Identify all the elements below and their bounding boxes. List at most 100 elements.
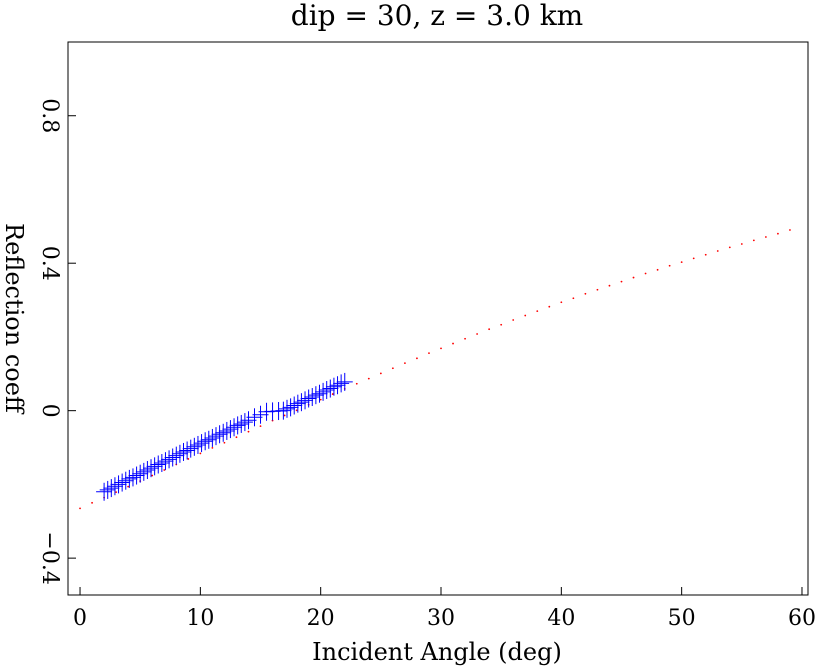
data-point-plus — [110, 475, 127, 494]
x-tick-label: 20 — [307, 606, 335, 631]
data-point-dot — [596, 288, 599, 291]
data-point-plus — [182, 439, 199, 458]
data-point-plus — [150, 455, 167, 474]
data-point-plus — [135, 462, 152, 481]
data-point-dot — [656, 268, 659, 271]
data-point-dot — [464, 337, 466, 340]
data-point-plus — [106, 477, 123, 496]
data-point-plus — [218, 421, 235, 440]
data-point-dot — [440, 347, 442, 350]
data-point-dot — [283, 414, 286, 417]
data-point-plus — [200, 430, 217, 449]
data-point-plus — [124, 468, 141, 487]
data-point-dot — [247, 430, 250, 433]
data-point-dot — [620, 280, 623, 283]
data-point-dot — [331, 393, 334, 395]
y-tick-label: −0.4 — [37, 531, 62, 584]
x-tick-label: 40 — [547, 606, 575, 631]
data-point-plus — [175, 442, 192, 461]
data-point-plus — [132, 464, 149, 483]
data-point-dot — [752, 239, 755, 242]
data-point-dot — [488, 328, 491, 331]
data-point-plus — [304, 388, 321, 407]
data-point-plus — [153, 454, 170, 473]
data-point-dot — [391, 367, 394, 370]
data-point-plus — [161, 450, 178, 469]
data-point-plus — [114, 473, 131, 492]
data-point-dot — [777, 232, 779, 235]
data-point-dot — [404, 362, 406, 365]
data-point-dot — [319, 398, 322, 401]
data-point-dot — [548, 305, 551, 308]
data-point-dot — [716, 250, 719, 252]
data-point-plus — [143, 459, 160, 478]
data-point-plus — [226, 418, 243, 437]
data-point-dot — [259, 425, 262, 428]
x-axis-label: Incident Angle (deg) — [312, 638, 562, 666]
chart-title: dip = 30, z = 3.0 km — [291, 0, 583, 32]
data-point-dot — [789, 229, 791, 231]
x-tick-label: 60 — [788, 606, 816, 631]
data-point-plus — [236, 413, 253, 432]
series-red-dots — [79, 229, 791, 510]
data-point-dot — [187, 458, 190, 460]
data-point-dot — [500, 323, 503, 326]
data-point-dot — [740, 243, 743, 245]
data-point-plus — [329, 376, 346, 395]
data-point-plus — [311, 384, 328, 403]
y-tick-label: 0 — [37, 404, 62, 418]
data-point-dot — [79, 507, 81, 510]
data-point-dot — [115, 491, 118, 494]
data-point-plus — [286, 396, 303, 415]
data-point-plus — [215, 423, 232, 442]
data-point-dot — [692, 257, 695, 260]
data-point-dot — [476, 333, 479, 335]
data-point-plus — [325, 377, 342, 396]
y-tick-label: 0.4 — [37, 246, 62, 281]
data-point-plus — [157, 452, 174, 471]
data-point-plus — [322, 379, 339, 398]
data-point-plus — [189, 435, 206, 454]
data-point-dot — [223, 441, 226, 444]
x-tick-label: 0 — [73, 606, 87, 631]
data-point-plus — [293, 393, 310, 412]
data-point-dot — [235, 436, 238, 439]
data-point-dot — [199, 452, 202, 455]
data-point-plus — [171, 444, 188, 463]
data-point-plus — [117, 471, 134, 490]
data-point-dot — [428, 352, 430, 355]
data-point-plus — [233, 414, 250, 433]
data-point-dot — [163, 469, 166, 471]
data-point-dot — [416, 357, 418, 360]
data-point-plus — [252, 405, 269, 424]
data-point-plus — [197, 432, 214, 451]
data-point-plus — [168, 446, 185, 465]
data-point-plus — [300, 389, 317, 408]
data-point-dot — [704, 253, 707, 256]
data-point-plus — [246, 408, 263, 427]
data-point-plus — [96, 482, 113, 501]
x-tick-label: 10 — [186, 606, 214, 631]
data-point-plus — [297, 391, 314, 410]
data-point-dot — [151, 474, 154, 477]
data-point-plus — [289, 394, 306, 413]
data-point-plus — [336, 372, 353, 391]
data-point-plus — [204, 428, 221, 447]
y-axis-label: Reflection coeff — [0, 223, 28, 415]
data-point-dot — [524, 314, 527, 317]
data-point-dot — [668, 264, 671, 267]
data-point-dot — [584, 292, 587, 295]
data-point-plus — [222, 420, 239, 439]
data-point-dot — [91, 501, 93, 504]
data-point-plus — [146, 457, 163, 476]
data-point-dot — [764, 236, 767, 238]
data-point-dot — [127, 485, 130, 488]
data-point-dot — [367, 377, 370, 380]
data-point-plus — [121, 469, 138, 488]
y-tick-label: 0.8 — [37, 98, 62, 133]
data-point-dot — [295, 409, 298, 412]
data-point-dot — [536, 310, 539, 313]
data-point-plus — [139, 461, 156, 480]
data-point-plus — [103, 479, 120, 498]
